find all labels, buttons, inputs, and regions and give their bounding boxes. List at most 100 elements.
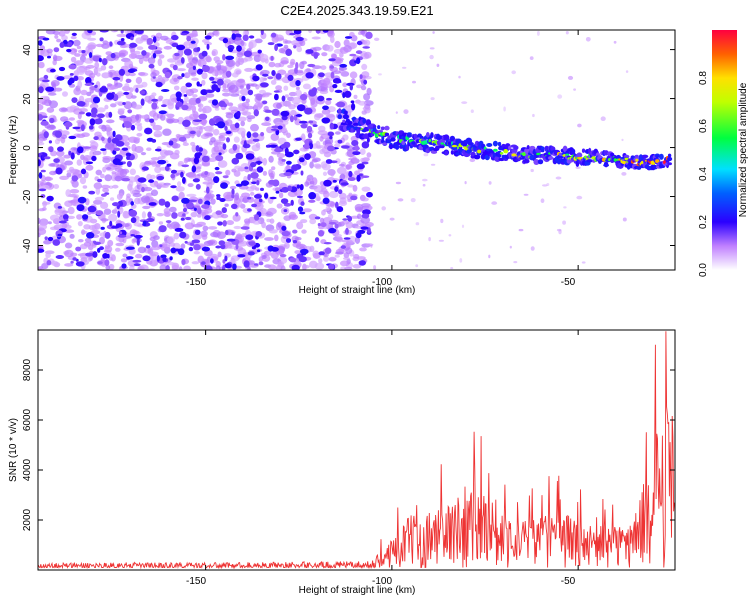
noise-blob xyxy=(357,229,366,234)
noise-blob xyxy=(182,119,191,128)
noise-blob xyxy=(241,111,252,116)
noise-blob xyxy=(53,47,60,53)
noise-blob xyxy=(105,51,112,56)
noise-blob xyxy=(38,86,44,94)
noise-blob xyxy=(172,64,178,71)
noise-blob xyxy=(277,125,283,130)
noise-blob xyxy=(237,254,246,258)
noise-blob xyxy=(277,221,282,228)
noise-blob xyxy=(169,206,177,213)
noise-blob xyxy=(211,99,219,106)
noise-blob xyxy=(352,156,357,163)
noise-blob xyxy=(342,218,348,221)
signal-blob xyxy=(411,141,416,145)
bottom-y-axis-label: SNR (10 * v/v) xyxy=(8,418,19,482)
noise-blob xyxy=(292,240,298,244)
noise-blob xyxy=(93,118,103,125)
noise-blob xyxy=(374,37,380,41)
noise-blob xyxy=(254,214,260,221)
noise-blob xyxy=(351,140,359,147)
noise-blob xyxy=(343,237,351,240)
noise-blob xyxy=(112,130,116,138)
noise-blob xyxy=(149,110,157,117)
noise-blob xyxy=(326,97,332,101)
noise-blob xyxy=(57,233,63,237)
noise-blob xyxy=(300,123,308,129)
noise-blob xyxy=(269,218,275,224)
noise-blob xyxy=(46,48,53,54)
noise-blob xyxy=(285,48,293,57)
noise-blob xyxy=(296,221,304,230)
noise-blob xyxy=(82,146,91,149)
noise-blob xyxy=(38,223,48,230)
noise-blob xyxy=(173,232,180,240)
colorbar-label: Normalized spectral amplitude xyxy=(738,82,749,217)
noise-blob xyxy=(141,114,149,120)
noise-blob xyxy=(279,254,287,258)
signal-blob xyxy=(406,133,412,138)
noise-blob xyxy=(66,215,76,220)
colorbar-tick-label: 0.8 xyxy=(698,71,709,85)
noise-blob xyxy=(253,54,262,63)
noise-blob xyxy=(137,177,147,183)
noise-blob xyxy=(147,211,152,219)
noise-blob xyxy=(311,177,318,186)
signal-blob xyxy=(449,135,456,142)
noise-blob xyxy=(236,45,242,52)
noise-blob xyxy=(123,141,130,147)
noise-blob xyxy=(68,135,77,140)
noise-blob xyxy=(215,210,223,215)
snr-panel: -150 -100 -50 2000 4000 6000 8000 Height… xyxy=(8,329,676,596)
signal-blob xyxy=(576,152,583,158)
signal-blob xyxy=(667,156,673,162)
noise-blob xyxy=(78,95,85,103)
noise-blob xyxy=(47,236,54,242)
noise-blob xyxy=(106,167,112,170)
noise-blob xyxy=(104,259,110,267)
noise-blob xyxy=(291,96,302,105)
noise-blob xyxy=(101,72,111,79)
noise-blob xyxy=(81,52,88,57)
noise-blob xyxy=(170,185,177,189)
noise-blob xyxy=(180,217,185,221)
noise-blob xyxy=(532,113,535,118)
noise-blob xyxy=(301,229,307,234)
noise-blob xyxy=(261,122,272,126)
noise-blob xyxy=(309,161,314,169)
noise-blob xyxy=(335,234,342,238)
noise-blob xyxy=(154,133,162,138)
noise-blob xyxy=(223,103,227,108)
noise-blob xyxy=(79,243,88,250)
noise-blob xyxy=(300,93,308,101)
noise-blob xyxy=(65,189,71,198)
noise-blob xyxy=(195,145,200,152)
noise-blob xyxy=(166,118,174,124)
noise-blob xyxy=(151,102,158,110)
noise-blob xyxy=(100,201,109,209)
top-y-tick-label: 40 xyxy=(22,44,33,56)
noise-blob xyxy=(262,157,268,166)
noise-blob xyxy=(49,117,55,124)
noise-blob xyxy=(555,176,562,180)
noise-blob xyxy=(335,201,339,209)
noise-blob xyxy=(184,240,188,244)
noise-blob xyxy=(112,202,120,207)
noise-blob xyxy=(154,50,163,54)
noise-blob xyxy=(248,40,257,48)
noise-blob xyxy=(225,169,231,176)
noise-blob xyxy=(56,76,65,81)
noise-blob xyxy=(218,240,226,246)
noise-blob xyxy=(204,171,209,176)
noise-blob xyxy=(326,44,334,52)
noise-blob xyxy=(175,172,181,176)
noise-blob xyxy=(210,258,214,264)
noise-blob xyxy=(240,163,250,171)
noise-blob xyxy=(322,197,330,204)
noise-blob xyxy=(361,213,370,219)
noise-blob xyxy=(180,57,185,64)
noise-blob xyxy=(450,267,454,270)
noise-blob xyxy=(198,83,203,87)
noise-blob xyxy=(329,135,333,140)
noise-blob xyxy=(312,124,318,127)
noise-blob xyxy=(191,77,199,81)
